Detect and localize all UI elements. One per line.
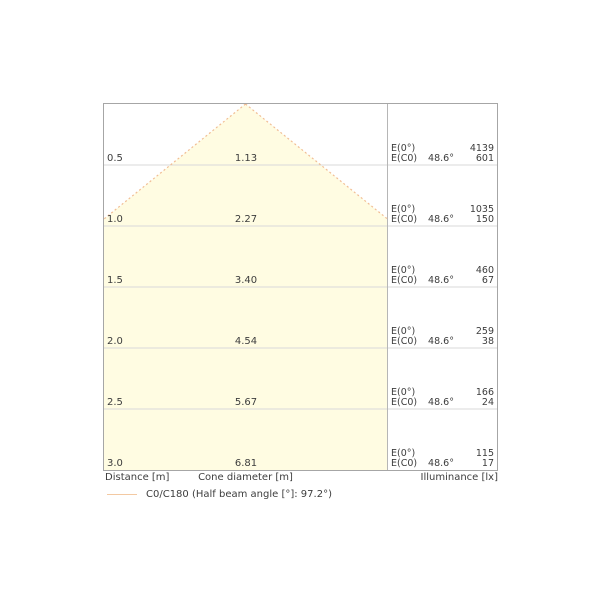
table-row: 0.5 1.13 E(0°) E(C0) 48.6° 4139 601: [104, 142, 497, 164]
distance-label: 3.0: [107, 458, 123, 469]
half-beam-angle-value: 48.6°: [428, 458, 454, 469]
axis-label-illuminance: Illuminance [lx]: [420, 472, 499, 483]
e0-illuminance-value: 115: [475, 448, 494, 459]
cone-diameter-value: 1.13: [234, 153, 258, 164]
e0-label: E(0°): [391, 326, 416, 337]
half-beam-angle-value: 48.6°: [428, 275, 454, 286]
ec0-illuminance-value: 38: [481, 336, 494, 347]
half-beam-angle-value: 48.6°: [428, 397, 454, 408]
cone-edge-lines: [104, 104, 388, 220]
half-beam-angle-value: 48.6°: [428, 336, 454, 347]
ec0-illuminance-value: 601: [475, 153, 494, 164]
cone-diameter-value: 4.54: [234, 336, 258, 347]
ec0-illuminance-value: 67: [481, 275, 494, 286]
axis-labels-row: Distance [m] Cone diameter [m] Illuminan…: [103, 472, 498, 485]
e0-illuminance-value: 460: [475, 265, 494, 276]
ec0-label: E(C0): [391, 397, 418, 408]
distance-label: 1.0: [107, 214, 123, 225]
axis-label-distance: Distance [m]: [105, 472, 170, 483]
distance-label: 0.5: [107, 153, 123, 164]
table-row: 2.5 5.67 E(0°) E(C0) 48.6° 166 24: [104, 386, 497, 408]
table-row: 3.0 6.81 E(0°) E(C0) 48.6° 115 17: [104, 447, 497, 469]
cone-diameter-value: 6.81: [234, 458, 258, 469]
grid-lines: [104, 164, 497, 410]
table-row: 2.0 4.54 E(0°) E(C0) 48.6° 259 38: [104, 325, 497, 347]
table-row: 1.0 2.27 E(0°) E(C0) 48.6° 1035 150: [104, 203, 497, 225]
e0-label: E(0°): [391, 204, 416, 215]
ec0-illuminance-value: 150: [475, 214, 494, 225]
light-cone-shape: [104, 104, 497, 470]
ec0-label: E(C0): [391, 214, 418, 225]
e0-label: E(0°): [391, 387, 416, 398]
legend-label: C0/C180 (Half beam angle [°]: 97.2°): [146, 488, 332, 500]
half-beam-angle-value: 48.6°: [428, 153, 454, 164]
ec0-label: E(C0): [391, 458, 418, 469]
cone-diagram-chart: 0.5 1.13 E(0°) E(C0) 48.6° 4139 601 1.0 …: [103, 103, 498, 471]
e0-label: E(0°): [391, 265, 416, 276]
e0-label: E(0°): [391, 143, 416, 154]
e0-illuminance-value: 166: [475, 387, 494, 398]
e0-label: E(0°): [391, 448, 416, 459]
legend-line-swatch: [107, 493, 137, 495]
ec0-illuminance-value: 17: [481, 458, 494, 469]
ec0-label: E(C0): [391, 153, 418, 164]
ec0-label: E(C0): [391, 336, 418, 347]
cone-diameter-value: 2.27: [234, 214, 258, 225]
e0-illuminance-value: 4139: [469, 143, 494, 154]
cone-diameter-value: 3.40: [234, 275, 258, 286]
ec0-label: E(C0): [391, 275, 418, 286]
half-beam-angle-value: 48.6°: [428, 214, 454, 225]
distance-label: 2.0: [107, 336, 123, 347]
axis-label-cone-diameter: Cone diameter [m]: [198, 472, 293, 483]
ec0-illuminance-value: 24: [481, 397, 494, 408]
legend: C0/C180 (Half beam angle [°]: 97.2°): [107, 487, 332, 501]
distance-label: 1.5: [107, 275, 123, 286]
distance-label: 2.5: [107, 397, 123, 408]
e0-illuminance-value: 1035: [469, 204, 494, 215]
table-row: 1.5 3.40 E(0°) E(C0) 48.6° 460 67: [104, 264, 497, 286]
e0-illuminance-value: 259: [475, 326, 494, 337]
cone-diameter-value: 5.67: [234, 397, 258, 408]
